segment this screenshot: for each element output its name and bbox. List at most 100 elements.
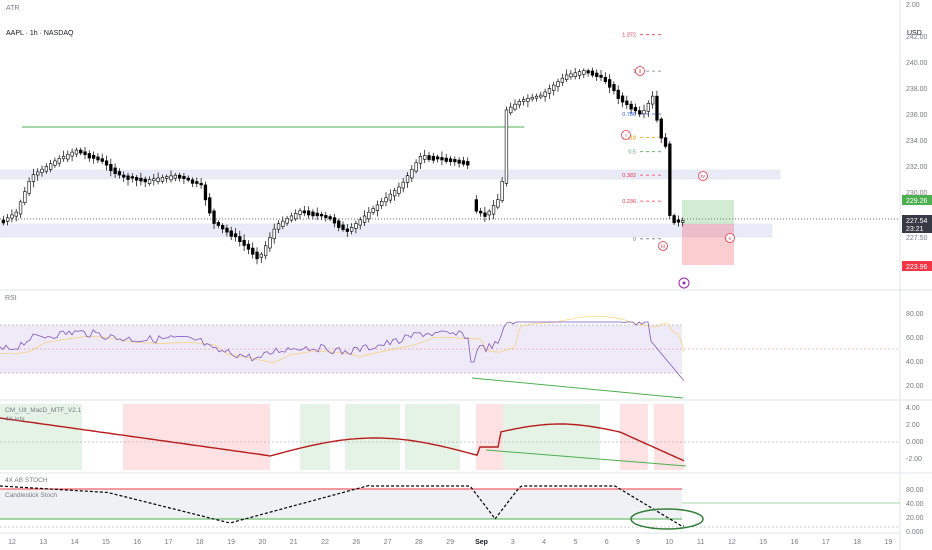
- candle-body: [251, 247, 255, 255]
- time-axis-label: 19: [885, 539, 893, 546]
- candle-body: [483, 212, 487, 217]
- candle-body: [96, 156, 100, 161]
- macd-tick-label: 0.000: [906, 439, 924, 446]
- candle-body: [18, 201, 23, 215]
- candle-body: [156, 177, 160, 182]
- candle-body: [405, 175, 410, 183]
- candle-body: [453, 159, 457, 163]
- candle-body: [44, 166, 49, 172]
- time-axis-label: 12: [8, 539, 16, 546]
- candle-body: [225, 227, 229, 233]
- stoch-highlight-ellipse[interactable]: [630, 508, 704, 530]
- candle-body: [638, 110, 642, 115]
- price-tick-label: 238.00: [906, 86, 928, 93]
- replay-icon[interactable]: [678, 277, 690, 289]
- candle-body: [70, 151, 74, 157]
- candle-body: [539, 94, 543, 98]
- rsi-title[interactable]: RSI: [5, 295, 17, 302]
- candle-body: [268, 237, 272, 249]
- rsi-tick-label: 60.00: [906, 335, 924, 342]
- candle-body: [595, 72, 599, 77]
- fib-level-label: 0.5: [628, 150, 636, 156]
- candle-body: [238, 236, 242, 242]
- time-axis-label: 20: [259, 539, 267, 546]
- candle-body: [474, 199, 479, 212]
- svg-text:227.54: 227.54: [906, 218, 928, 225]
- candle-body: [263, 245, 268, 257]
- candle-body: [466, 161, 470, 166]
- resistance-zone[interactable]: [0, 169, 781, 180]
- candle-body: [165, 176, 169, 179]
- price-tick-label: 240.00: [906, 60, 928, 67]
- candle-body: [147, 179, 152, 184]
- time-axis-label: 17: [165, 539, 173, 546]
- time-axis-label: 14: [71, 539, 79, 546]
- candle-body: [681, 220, 685, 223]
- wave-label-text: i: [625, 133, 626, 139]
- candlestick-series: [1, 67, 685, 265]
- time-axis-label: 4: [542, 539, 546, 546]
- candle-body: [306, 210, 311, 216]
- candle-body: [113, 167, 117, 175]
- candle-body: [1, 219, 6, 224]
- rsi-divergence-line[interactable]: [471, 377, 684, 399]
- candle-body: [672, 215, 676, 224]
- candle-body: [491, 205, 496, 215]
- fib-level-label: 0: [633, 237, 636, 243]
- candle-body: [612, 84, 616, 92]
- candle-body: [242, 239, 246, 246]
- time-axis-label: 5: [573, 539, 577, 546]
- stoch-tick-label: 0.000: [906, 529, 924, 536]
- time-axis-label: 18: [853, 539, 861, 546]
- wave-label-circle: [658, 241, 668, 251]
- time-axis-label: 15: [759, 539, 767, 546]
- wave-label-text: iv: [701, 174, 705, 180]
- candle-body: [324, 215, 328, 218]
- macd-zone: [476, 404, 503, 470]
- position-stop-zone[interactable]: [682, 224, 734, 265]
- currency-label[interactable]: USD: [907, 30, 922, 37]
- fib-level-label: 0.786: [622, 112, 636, 118]
- rsi-tick-label: 80.00: [906, 311, 924, 318]
- symbol-title[interactable]: AAPL · 1h · NASDAQ: [6, 30, 74, 37]
- candle-body: [117, 171, 122, 176]
- candle-body: [526, 98, 530, 102]
- candle-body: [629, 103, 633, 110]
- candle-body: [259, 253, 264, 258]
- position-target-zone[interactable]: [682, 200, 734, 224]
- price-tick-label: 232.00: [906, 164, 928, 171]
- wave-label-text: ii: [639, 69, 641, 75]
- macd-title[interactable]: CM_Ult_MacD_MTF_V2.1: [5, 407, 82, 414]
- candle-body: [169, 175, 173, 181]
- time-axis-label: 19: [227, 539, 235, 546]
- rsi-tick-label: 20.00: [906, 383, 924, 390]
- candle-body: [521, 99, 526, 102]
- stoch-line: [0, 484, 685, 527]
- support-zone[interactable]: [0, 223, 773, 238]
- candle-body: [87, 153, 92, 159]
- stoch-title[interactable]: 4X AB STOCH: [5, 477, 48, 484]
- wave-label-circle: [635, 66, 645, 76]
- price-tick-label: 227.50: [906, 235, 928, 242]
- candle-body: [315, 212, 319, 217]
- wave-label-circle: [698, 171, 708, 181]
- price-axis-bg: [900, 0, 932, 550]
- candle-body: [74, 149, 79, 155]
- macd-divergence-line[interactable]: [485, 449, 687, 467]
- macd-zone: [654, 404, 684, 470]
- atr-value: 2.00: [906, 2, 920, 9]
- candle-body: [590, 70, 595, 76]
- candle-body: [625, 100, 629, 105]
- macd-tick-label: 2.00: [906, 422, 920, 429]
- candle-body: [440, 157, 444, 161]
- candle-body: [547, 88, 552, 94]
- macd-zone: [620, 404, 648, 470]
- time-axis[interactable]: 12 13 14 15 16 17 18 19 20 21 22 26 27 28 29 Sep 3 4 5 6 9 10…: [8, 539, 892, 546]
- price-tag-stop: 223.96: [902, 261, 932, 271]
- svg-text:223.96: 223.96: [906, 264, 928, 271]
- candle-body: [444, 157, 448, 162]
- candle-body: [199, 182, 203, 186]
- candle-body: [367, 211, 371, 220]
